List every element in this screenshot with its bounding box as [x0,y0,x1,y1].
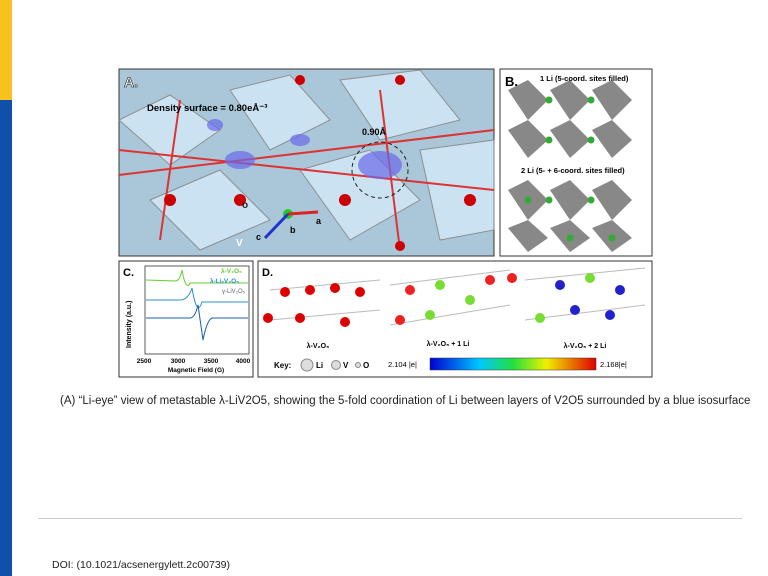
spectrum [146,304,248,341]
annotation: Density surface = 0.80eÅ⁻³ [147,103,267,114]
key-item: Li [316,361,323,370]
axis-label: c [256,232,261,242]
key-item: O [363,361,369,370]
panel-label: C. [123,267,134,279]
li-atoms [524,96,616,242]
structure-label: λ-V₂O₅ + 2 Li [564,342,607,350]
isosurface [207,119,402,179]
accent-blue [0,100,12,576]
scale-label: 2.168|e| [600,360,627,369]
legend-entry: λ-LiₓV₂O₅ [210,277,239,285]
panel-label: A. [124,74,138,90]
lattice-top [508,80,632,158]
structure-label: λ-V₂O₅ + 1 Li [427,340,470,348]
color-scale [429,357,597,371]
accent-yellow [0,0,12,100]
annotation: 2 Li (5- + 6-coord. sites filled) [521,166,625,175]
x-tick-label: 3500 [204,358,219,365]
panel-label: B. [505,74,518,89]
annotation: 0.90Å [362,127,387,137]
spectrum [145,269,248,287]
panel-c [118,260,254,378]
panel-label: D. [262,267,273,279]
oxygen-atoms [164,75,476,251]
divider [38,518,742,519]
li-site [351,141,409,199]
axis-label: b [290,225,296,235]
caption: (A) “Li-eye” view of metastable λ-LiV2O5… [60,395,751,407]
atoms [263,273,625,327]
legend-entry: λ-V₂O₅ [221,267,242,275]
y-axis-label: Intensity (a.u.) [126,301,133,348]
axis-label: a [316,216,322,226]
scale-label: 2.104 |e| [388,360,417,369]
x-tick-label: 3000 [171,358,186,365]
axis-c [263,212,290,240]
structure-label: λ-V₂O₅ [307,342,330,350]
key-item: V [343,361,349,370]
legend-entry: γ-LiV₂O₅ [222,289,246,295]
x-tick-label: 4000 [236,358,251,365]
annotation: 1 Li (5-coord. sites filled) [540,74,629,83]
frameworks [269,267,646,326]
key-label: Key: [274,361,291,370]
spectrum [146,287,248,309]
bonds [118,89,495,251]
doi: DOI: (10.1021/acsenergylett.2c00739) [52,559,231,571]
atom-label: o [242,200,248,211]
atom-label: V [236,238,243,249]
x-axis-label: Magnetic Field (G) [168,367,224,374]
x-tick-label: 2500 [137,358,152,365]
axis-a [287,210,319,216]
